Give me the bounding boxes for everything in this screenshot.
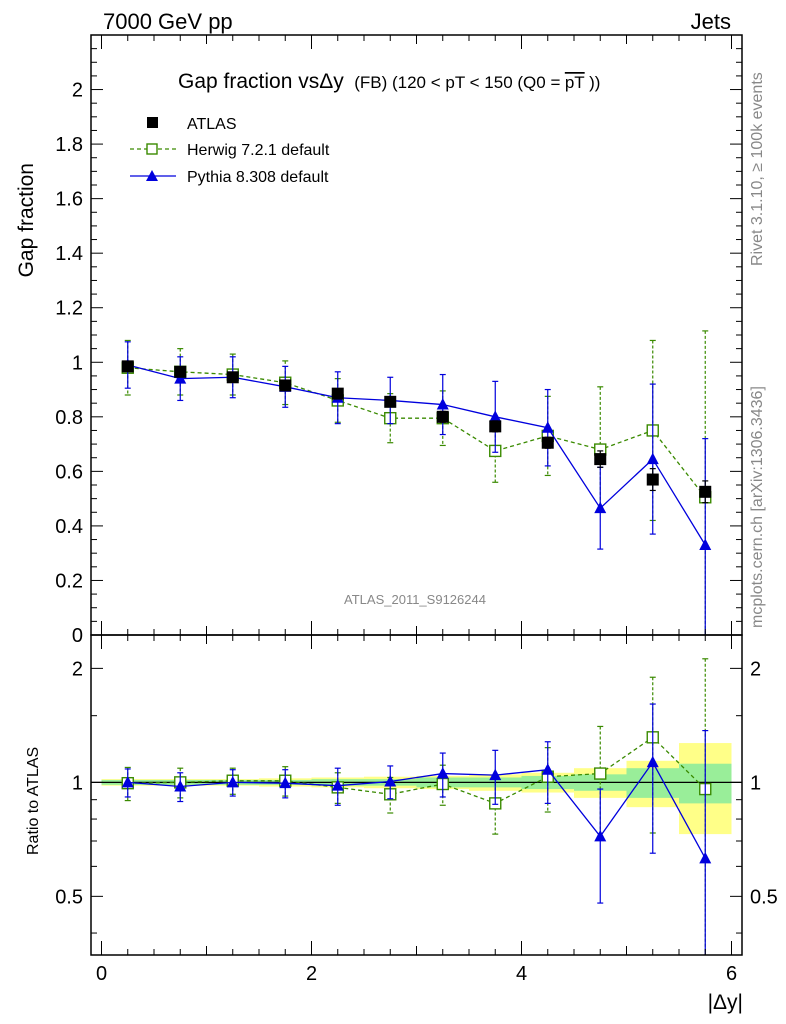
pythia-point [699, 538, 712, 550]
ratio-pythia-line [127, 761, 706, 859]
ratio-ytick-label: 0.5 [55, 886, 83, 908]
atlas-point [541, 436, 554, 449]
legend: ATLAS Herwig 7.2.1 default Pythia 8.308 … [130, 116, 330, 186]
y-axis-label-main: Gap fraction [15, 163, 38, 277]
pythia-point [594, 501, 607, 514]
mcplots-label: mcplots.cern.ch [arXiv:1306.3436] [749, 386, 766, 628]
main-title-main: Gap fraction vsΔy [178, 70, 344, 93]
header-left: 7000 GeV pp [103, 9, 233, 34]
atlas-point [174, 365, 187, 378]
main-ytick-label: 0.8 [55, 407, 83, 429]
atlas-point [436, 410, 449, 423]
atlas-point [384, 395, 397, 408]
ratio-pythia-point [646, 755, 659, 768]
ratio-herwig-point [594, 767, 607, 780]
legend-label-herwig: Herwig 7.2.1 default [187, 142, 330, 159]
analysis-watermark: ATLAS_2011_S9126244 [344, 592, 486, 607]
ratio-ytick-label-right: 1 [750, 772, 761, 794]
ratio-pythia-point [541, 763, 554, 775]
pythia-point [646, 452, 659, 465]
main-ytick-label: 1.6 [55, 189, 83, 211]
main-ytick-label: 1.8 [55, 134, 83, 156]
pythia-point [489, 410, 502, 422]
ratio-ytick-label: 1 [72, 772, 83, 794]
pythia-line [127, 364, 706, 546]
legend-marker-pythia [146, 170, 158, 181]
ratio-xtick-label: 0 [96, 963, 107, 985]
main-ytick-label: 2 [72, 80, 83, 102]
atlas-point [331, 387, 344, 400]
atlas-point [594, 453, 607, 466]
main-title-over: pT [565, 73, 585, 92]
ratio-pythia-point [279, 776, 292, 789]
atlas-point [489, 420, 502, 433]
ratio-pythia-point [174, 780, 187, 792]
pythia-point [174, 372, 187, 384]
main-ytick-label: 1.4 [55, 243, 83, 265]
legend-marker-atlas [147, 117, 158, 128]
ratio-pythia-point [594, 829, 607, 842]
ratio-xtick-label: 2 [306, 963, 317, 985]
ratio-pythia-point [121, 775, 134, 788]
x-axis-label: |Δy| [708, 991, 743, 1014]
main-title: Gap fraction vsΔy (FB) (120 < pT < 150 (… [178, 70, 600, 93]
ratio-xtick-label: 4 [516, 963, 527, 985]
main-ytick-label: 0.6 [55, 461, 83, 483]
ratio-ytick-label-right: 0.5 [750, 886, 778, 908]
main-ytick-label: 0.4 [55, 516, 83, 538]
legend-label-pythia: Pythia 8.308 default [187, 169, 329, 186]
ratio-pythia-point [331, 779, 344, 791]
main-ytick-label: 1.2 [55, 298, 83, 320]
atlas-point [121, 360, 134, 373]
header-right: Jets [691, 9, 731, 34]
ratio-xtick-label: 6 [726, 963, 737, 985]
ratio-pythia-point [489, 768, 502, 781]
ratio-ytick-label-right: 2 [750, 658, 761, 680]
main-title-small: (FB) (120 < pT < 150 (Q0 = [354, 73, 560, 92]
legend-label-atlas: ATLAS [187, 116, 237, 133]
ratio-pythia-point [226, 775, 239, 788]
atlas-point [646, 473, 659, 486]
atlas-point [279, 379, 292, 392]
pythia-point [436, 398, 449, 410]
y-axis-label-ratio: Ratio to ATLAS [25, 747, 42, 855]
herwig-line [127, 367, 706, 498]
ratio-herwig-line [127, 736, 706, 805]
main-ytick-label: 0.2 [55, 570, 83, 592]
main-ytick-label: 1 [72, 352, 83, 374]
atlas-point [226, 371, 239, 384]
ratio-pythia-point [384, 775, 397, 787]
rivet-label: Rivet 3.1.10, ≥ 100k events [749, 72, 766, 266]
legend-marker-herwig [146, 143, 158, 155]
ratio-pythia-point [699, 851, 712, 864]
main-ytick-label: 0 [72, 625, 83, 647]
atlas-point [699, 485, 712, 498]
main-title-end: )) [589, 73, 600, 92]
pythia-point [541, 421, 554, 433]
ratio-ytick-label: 2 [72, 658, 83, 680]
ratio-pythia-point [436, 767, 449, 779]
